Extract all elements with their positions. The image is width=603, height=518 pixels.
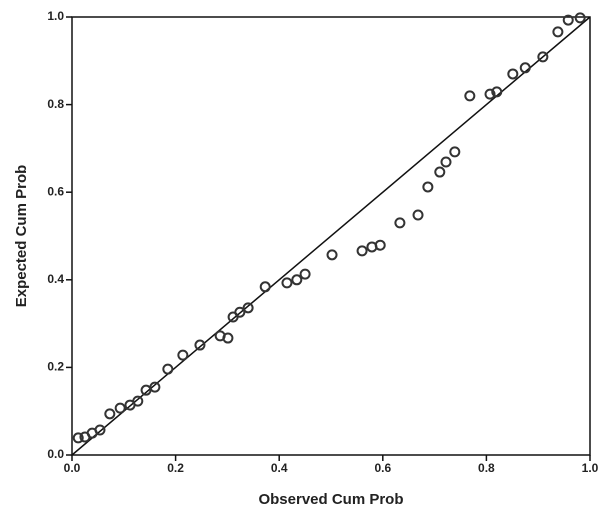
point	[105, 409, 114, 418]
point	[358, 246, 367, 255]
point	[553, 27, 562, 36]
point	[435, 168, 444, 177]
x-axis-title: Observed Cum Prob	[258, 491, 403, 508]
point	[508, 69, 517, 78]
point	[328, 250, 337, 259]
point	[178, 351, 187, 360]
x-tick-label: 0.6	[374, 461, 391, 475]
point	[163, 365, 172, 374]
x-tick-label: 1.0	[582, 461, 599, 475]
x-tick-label: 0.2	[167, 461, 184, 475]
point	[261, 282, 270, 291]
point	[301, 270, 310, 279]
y-tick-label: 0.0	[47, 447, 64, 461]
point	[414, 210, 423, 219]
y-tick-label: 0.8	[47, 97, 64, 111]
x-tick-label: 0.8	[478, 461, 495, 475]
x-tick-label: 0.4	[271, 461, 288, 475]
y-tick-label: 1.0	[47, 9, 64, 23]
y-axis-title: Expected Cum Prob	[13, 165, 30, 308]
chart: Observed Cum Prob Expected Cum Prob 0.00…	[0, 0, 603, 518]
point	[395, 218, 404, 227]
point	[282, 278, 291, 287]
x-tick-label: 0.0	[64, 461, 81, 475]
point	[465, 91, 474, 100]
point	[441, 157, 450, 166]
y-tick-label: 0.6	[47, 184, 64, 198]
point	[576, 13, 585, 22]
y-tick-label: 0.2	[47, 360, 64, 374]
point	[95, 426, 104, 435]
point	[292, 275, 301, 284]
point	[116, 404, 125, 413]
y-tick-label: 0.4	[47, 272, 64, 286]
point	[450, 147, 459, 156]
point	[423, 182, 432, 191]
